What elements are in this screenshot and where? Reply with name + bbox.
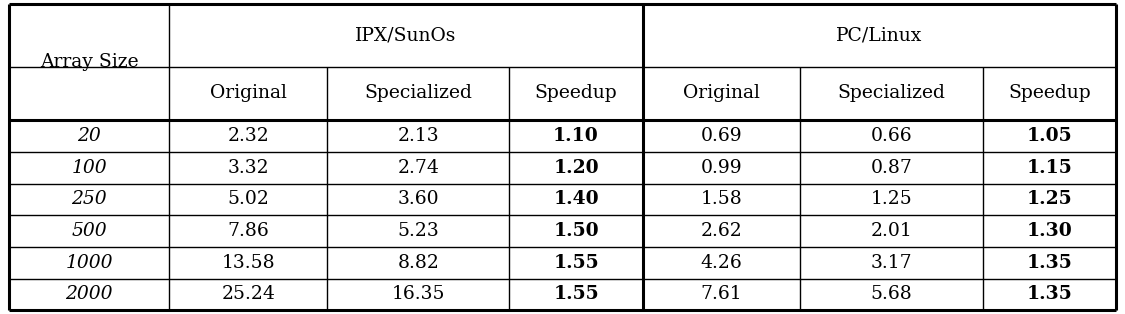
- Text: PC/Linux: PC/Linux: [836, 26, 922, 44]
- Text: 16.35: 16.35: [392, 285, 446, 303]
- Text: 3.60: 3.60: [397, 190, 439, 208]
- Text: 1.35: 1.35: [1026, 285, 1072, 303]
- Text: 25.24: 25.24: [222, 285, 276, 303]
- Text: Original: Original: [683, 84, 761, 102]
- Text: 250: 250: [71, 190, 107, 208]
- Text: Array Size: Array Size: [39, 53, 138, 71]
- Text: Specialized: Specialized: [364, 84, 472, 102]
- Text: 1.35: 1.35: [1026, 254, 1072, 272]
- Text: 0.99: 0.99: [701, 159, 742, 177]
- Text: 13.58: 13.58: [222, 254, 274, 272]
- Text: 1.55: 1.55: [554, 285, 598, 303]
- Text: 5.02: 5.02: [227, 190, 269, 208]
- Text: 1.10: 1.10: [554, 127, 598, 145]
- Text: 7.86: 7.86: [227, 222, 269, 240]
- Text: 0.69: 0.69: [701, 127, 742, 145]
- Text: Specialized: Specialized: [838, 84, 946, 102]
- Text: 500: 500: [71, 222, 107, 240]
- Text: Speedup: Speedup: [534, 84, 618, 102]
- Text: 4.26: 4.26: [701, 254, 742, 272]
- Text: 1.25: 1.25: [871, 190, 912, 208]
- Text: 1.58: 1.58: [701, 190, 742, 208]
- Text: 1.50: 1.50: [554, 222, 598, 240]
- Text: 8.82: 8.82: [397, 254, 439, 272]
- Text: IPX/SunOs: IPX/SunOs: [356, 26, 457, 44]
- Text: Speedup: Speedup: [1008, 84, 1091, 102]
- Text: 1.15: 1.15: [1026, 159, 1072, 177]
- Text: Original: Original: [209, 84, 287, 102]
- Text: 1.55: 1.55: [554, 254, 598, 272]
- Text: 2.13: 2.13: [397, 127, 439, 145]
- Text: 3.17: 3.17: [871, 254, 912, 272]
- Text: 7.61: 7.61: [701, 285, 742, 303]
- Text: 2.01: 2.01: [871, 222, 912, 240]
- Text: 3.32: 3.32: [227, 159, 269, 177]
- Text: 2.62: 2.62: [701, 222, 742, 240]
- Text: 2.74: 2.74: [397, 159, 439, 177]
- Text: 1.05: 1.05: [1027, 127, 1072, 145]
- Text: 1.25: 1.25: [1027, 190, 1072, 208]
- Text: 2.32: 2.32: [227, 127, 269, 145]
- Text: 5.23: 5.23: [397, 222, 439, 240]
- Text: 20: 20: [78, 127, 101, 145]
- Text: 0.87: 0.87: [871, 159, 912, 177]
- Text: 1.30: 1.30: [1026, 222, 1072, 240]
- Text: 1000: 1000: [65, 254, 112, 272]
- Text: 100: 100: [71, 159, 107, 177]
- Text: 1.40: 1.40: [554, 190, 598, 208]
- Text: 2000: 2000: [65, 285, 112, 303]
- Text: 5.68: 5.68: [871, 285, 912, 303]
- Text: 0.66: 0.66: [871, 127, 912, 145]
- Text: 1.20: 1.20: [554, 159, 598, 177]
